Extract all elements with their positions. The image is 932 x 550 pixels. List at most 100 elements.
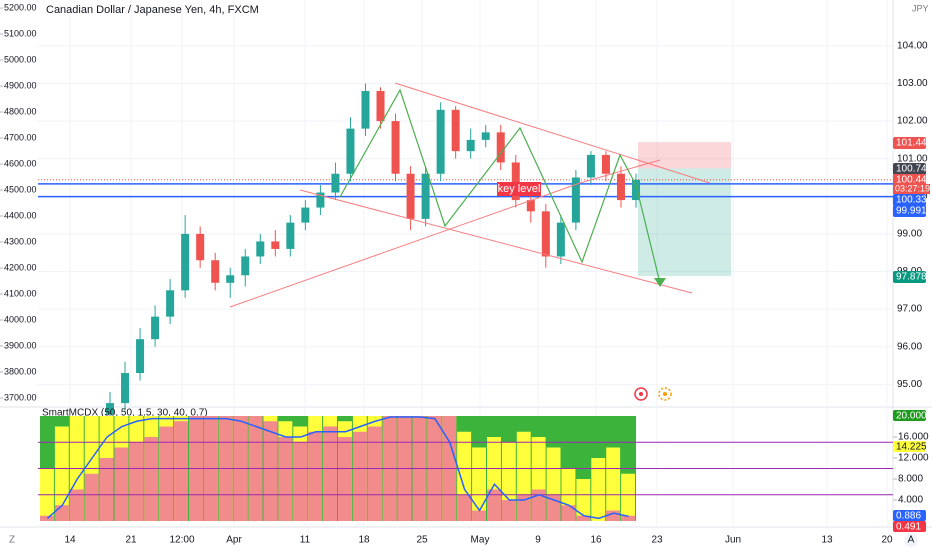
x-tick-label: Apr (226, 535, 242, 546)
price-tag-box (893, 137, 926, 149)
x-tick-label: 13 (821, 535, 833, 546)
unit-label: JPY (912, 3, 929, 13)
y-tick-label: 99.00 (897, 229, 922, 240)
candle-body (151, 316, 160, 340)
x-tick-label: 21 (125, 535, 137, 546)
stop-zone (638, 142, 731, 169)
indicator-tag-box (893, 510, 926, 521)
candle-body (136, 339, 145, 374)
candle-body (586, 154, 595, 178)
candle-body (211, 260, 220, 283)
price-tag: 100.440 (893, 174, 932, 186)
price-tag: 100.742 (893, 163, 932, 175)
indicator-line (46, 416, 629, 520)
candle-body (121, 373, 130, 404)
event-icon[interactable] (634, 387, 648, 401)
y2-tick-label: 4600.00 (4, 158, 37, 168)
auto-scale-button[interactable] (904, 533, 918, 547)
countdown-tag: 03:27:19 (893, 183, 930, 194)
indicator-pane (38, 416, 893, 521)
indicator-bar (278, 437, 293, 521)
candle-body (526, 200, 535, 212)
candle-body (436, 109, 445, 174)
x-tick-label: Jun (725, 535, 741, 546)
indicator-tag-label: 14.225 (896, 442, 927, 453)
candle-body (241, 256, 250, 276)
indicator-bar (591, 458, 606, 521)
y2-tick-label: 4900.00 (4, 80, 37, 90)
x-tick-label: 11 (300, 535, 311, 546)
candle-body (286, 222, 295, 249)
x-tick-label: 25 (416, 535, 428, 546)
y2-tick-label: 4500.00 (4, 184, 37, 194)
indicator-bar (293, 442, 308, 521)
candle-body (106, 403, 114, 415)
y2-tick-label: 5100.00 (4, 28, 37, 38)
y2-tick-label: 3800.00 (4, 366, 37, 376)
y-tick-label: 104.00 (897, 41, 928, 52)
price-tag-label: 101.441 (896, 138, 932, 149)
price-tag-label: 100.440 (896, 175, 932, 186)
toolbar-button[interactable]: Z (9, 535, 15, 546)
key-level-label: key level (498, 183, 541, 195)
candle-body (451, 109, 460, 152)
y2-tick-label: 3900.00 (4, 340, 37, 350)
indicator-bar (516, 494, 531, 521)
candle-body (361, 91, 370, 129)
y-tick-label: 101.00 (897, 153, 928, 164)
indicator-bar (129, 442, 144, 521)
y-tick-label: 97.00 (897, 304, 922, 315)
key-level-box (497, 182, 541, 196)
indicator-bar (84, 473, 99, 521)
indicator-bar (621, 473, 635, 521)
indicator-tick-label: 4.000 (898, 495, 923, 506)
trend-line (394, 82, 711, 184)
candle-body (391, 121, 400, 174)
indicator-bar (338, 437, 352, 521)
drawings (229, 82, 711, 401)
indicator-bar (576, 515, 591, 521)
indicator-bar (144, 437, 159, 521)
price-tag: 100.331 (893, 194, 932, 206)
x-tick-label: 12:00 (169, 535, 194, 546)
x-tick-label: 18 (358, 535, 370, 546)
price-tag-label: 99.991 (896, 206, 927, 217)
candle-body (616, 173, 625, 201)
indicator-bar (501, 500, 516, 521)
candle-body (541, 211, 550, 257)
countdown-label: 03:27:19 (895, 183, 930, 193)
indicator-tick-label: 16.000 (898, 432, 929, 443)
y2-tick-label: 4200.00 (4, 262, 37, 272)
candle-body (376, 91, 385, 122)
indicator-tick-label: 12.000 (898, 453, 929, 464)
price-tag: 101.441 (893, 137, 932, 149)
x-tick-label: 9 (535, 535, 541, 546)
indicator-bar (114, 447, 129, 521)
indicator-tick-label: 8.000 (898, 474, 923, 485)
y2-tick-label: 5200.00 (4, 2, 37, 12)
x-tick-label: 23 (651, 535, 663, 546)
y2-tick-label: 5000.00 (4, 54, 37, 64)
indicator-tag: 0.491 (893, 521, 926, 533)
y2-tick-label: 4000.00 (4, 314, 37, 324)
indicator-bar (40, 515, 54, 521)
y2-tick-label: 4300.00 (4, 236, 37, 246)
price-tag-box (893, 174, 926, 186)
trend-line (579, 159, 661, 184)
event-icon[interactable] (658, 387, 672, 401)
candle-body (256, 241, 265, 257)
indicator-bar (621, 515, 635, 521)
indicator-tag-box (893, 410, 926, 421)
candle-body (466, 139, 475, 152)
indicator-bar (576, 479, 591, 521)
indicator-tag: 20.000 (893, 410, 927, 422)
price-tag-box (893, 205, 926, 217)
indicator-tag-box (893, 521, 926, 532)
candle-body (316, 192, 325, 208)
price-tag-box (893, 194, 926, 206)
indicator-bar (323, 426, 337, 521)
indicator-bar (69, 489, 84, 521)
x-tick-label: 20 (881, 535, 893, 546)
auto-scale-label: A (908, 535, 915, 546)
indicator-tag: 0.886 (893, 510, 926, 522)
